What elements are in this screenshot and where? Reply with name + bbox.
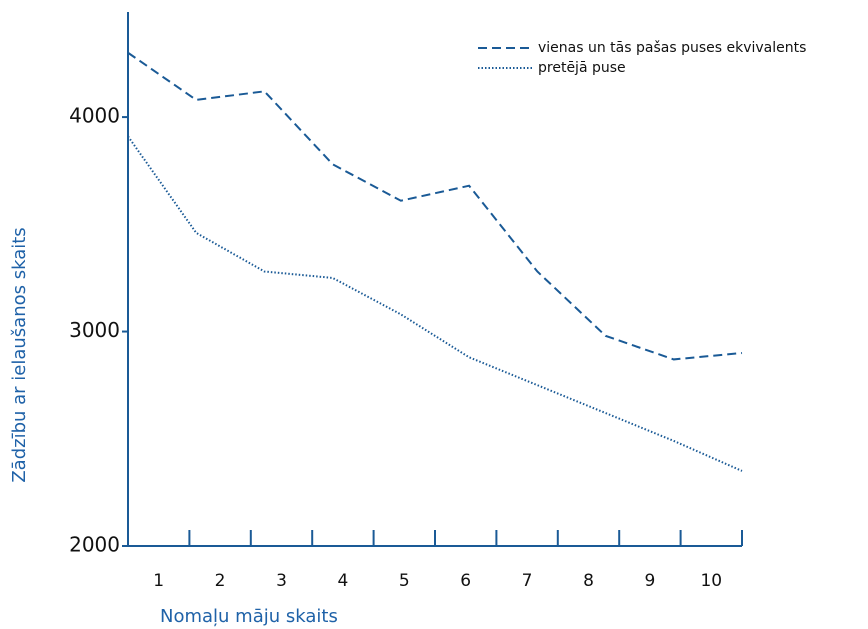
x-tick-label: 1 xyxy=(153,571,164,591)
x-axis-label: Nomaļu māju skaits xyxy=(160,606,338,627)
y-tick-label: 2000 xyxy=(69,533,120,557)
x-tick-label: 8 xyxy=(583,571,594,591)
data-line xyxy=(127,135,743,472)
x-tick-label: 9 xyxy=(644,571,655,591)
y-tick-label: 4000 xyxy=(69,104,120,128)
y-tick-label: 3000 xyxy=(69,318,120,342)
y-axis-label: Zādzību ar ielaušanos skaits xyxy=(9,227,30,482)
legend-label: pretējā puse xyxy=(538,60,626,76)
x-tick-label: 10 xyxy=(700,571,722,591)
data-line xyxy=(127,51,743,361)
x-tick-label: 4 xyxy=(337,571,348,591)
x-tick-label: 3 xyxy=(276,571,287,591)
x-tick-label: 5 xyxy=(399,571,410,591)
x-tick-label: 2 xyxy=(215,571,226,591)
x-tick-label: 6 xyxy=(460,571,471,591)
legend-label: vienas un tās pašas puses ekvivalents xyxy=(538,40,806,56)
x-tick-label: 7 xyxy=(522,571,533,591)
